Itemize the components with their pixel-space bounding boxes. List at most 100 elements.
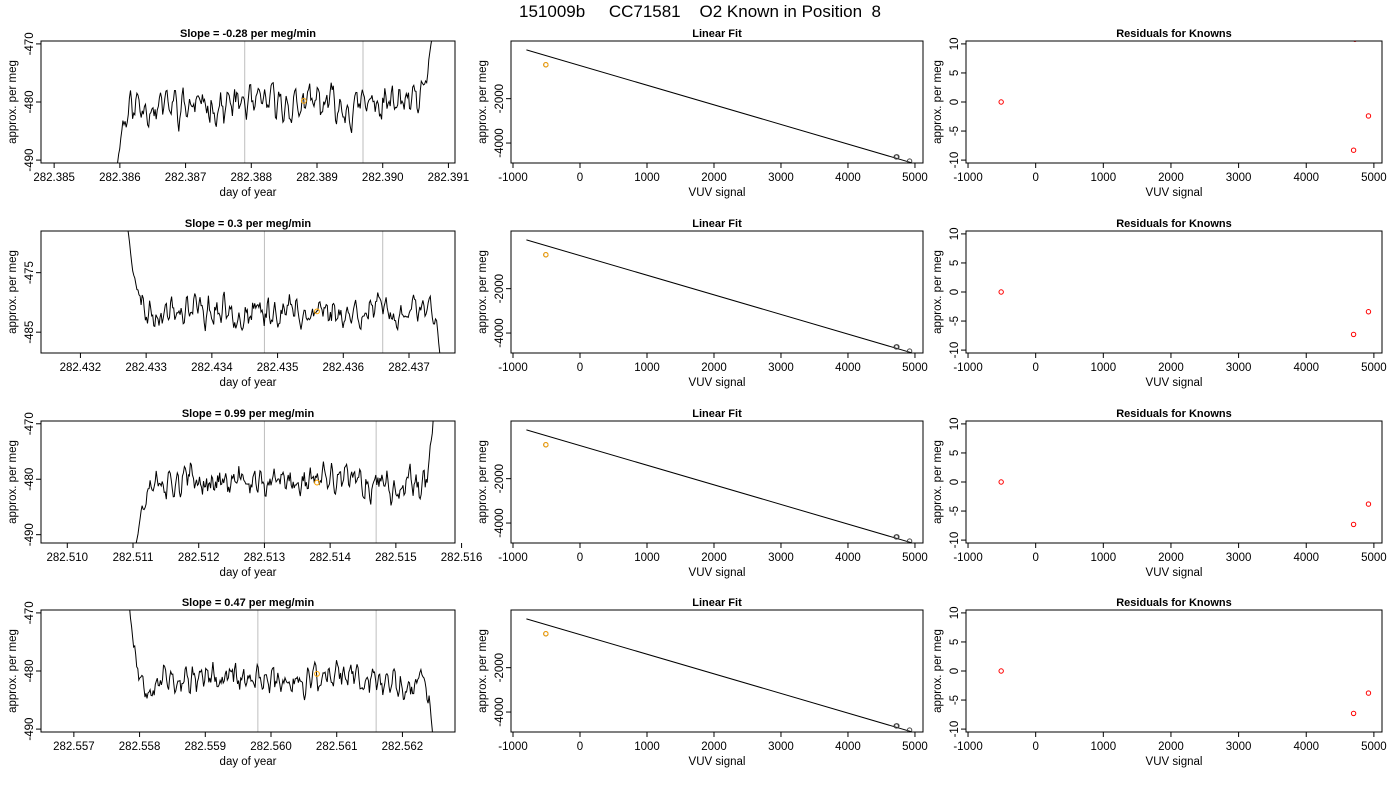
x-tick-label: 4000 bbox=[1293, 172, 1319, 184]
panel-title: Slope = -0.28 per meg/min bbox=[180, 28, 316, 40]
y-tick-label: 10 bbox=[949, 607, 961, 620]
x-tick-label: 5000 bbox=[1361, 172, 1387, 184]
x-tick-label: 2000 bbox=[701, 741, 727, 753]
y-tick-label: -490 bbox=[24, 718, 36, 741]
x-tick-label: 0 bbox=[577, 362, 583, 374]
marker-point bbox=[314, 308, 320, 315]
series-line bbox=[135, 421, 434, 543]
x-tick-label: 3000 bbox=[768, 172, 794, 184]
y-axis-label: approx. per meg bbox=[932, 60, 944, 144]
x-tick-label: 5000 bbox=[1361, 552, 1387, 564]
x-tick-label: 0 bbox=[1032, 552, 1038, 564]
panel-residuals-2: Residuals for Knowns -1000 0 1000 2000 3000 40… bbox=[932, 218, 1387, 389]
highlight-point bbox=[543, 62, 549, 68]
x-tick-label: -1000 bbox=[953, 741, 982, 753]
x-tick-label: 4000 bbox=[835, 552, 861, 564]
series-line bbox=[127, 231, 441, 353]
x-tick-label: 282.391 bbox=[428, 172, 470, 184]
x-tick-label: 282.514 bbox=[309, 552, 351, 564]
x-tick-label: 0 bbox=[577, 172, 583, 184]
x-tick-label: 2000 bbox=[701, 362, 727, 374]
y-tick-label: 0 bbox=[949, 668, 961, 674]
residual-point bbox=[1350, 710, 1357, 717]
y-axis-label: approx. per meg bbox=[932, 250, 944, 334]
highlight-point bbox=[543, 631, 549, 637]
x-tick-label: 282.558 bbox=[119, 741, 161, 753]
y-tick-label: -470 bbox=[24, 32, 36, 55]
panel-title: Residuals for Knowns bbox=[1116, 597, 1232, 609]
residual-point bbox=[1350, 147, 1357, 153]
residual-point bbox=[1365, 690, 1372, 696]
x-tick-label: 282.560 bbox=[250, 741, 292, 753]
x-tick-label: 282.385 bbox=[33, 172, 75, 184]
y-axis-label: approx. per meg bbox=[477, 250, 489, 334]
x-tick-label: -1000 bbox=[953, 552, 982, 564]
fit-line bbox=[526, 618, 912, 732]
x-tick-label: 282.513 bbox=[244, 552, 286, 564]
x-tick-label: -1000 bbox=[953, 362, 982, 374]
y-tick-label: -2000 bbox=[494, 464, 506, 493]
x-axis-label: VUV signal bbox=[689, 567, 746, 579]
y-tick-label: -490 bbox=[24, 149, 36, 172]
plot-frame bbox=[965, 230, 1383, 354]
x-tick-label: -1000 bbox=[498, 741, 527, 753]
x-tick-label: -1000 bbox=[498, 552, 527, 564]
x-tick-label: 0 bbox=[577, 552, 583, 564]
plot-area bbox=[127, 231, 441, 353]
residual-point bbox=[998, 668, 1004, 674]
x-tick-label: 5000 bbox=[902, 362, 928, 374]
x-tick-label: 0 bbox=[1032, 741, 1038, 753]
residual-point bbox=[1365, 309, 1372, 315]
x-axis-label: VUV signal bbox=[689, 187, 746, 199]
x-tick-label: 1000 bbox=[1091, 552, 1117, 564]
panel-title: Residuals for Knowns bbox=[1116, 218, 1232, 230]
y-axis-label: approx. per meg bbox=[477, 440, 489, 524]
panel-title: Linear Fit bbox=[692, 218, 742, 230]
data-point bbox=[906, 348, 913, 353]
figure-title: 151009b CC71581 O2 Known in Position 8 bbox=[519, 2, 881, 21]
plot-area bbox=[998, 668, 1372, 717]
plot-frame bbox=[510, 40, 924, 164]
x-axis-label: VUV signal bbox=[1146, 377, 1203, 389]
x-tick-label: 282.390 bbox=[362, 172, 404, 184]
panel-residuals-3: Residuals for Knowns -1000 0 1000 2000 3000 40… bbox=[932, 408, 1387, 579]
x-tick-label: 0 bbox=[577, 741, 583, 753]
panel-title: Residuals for Knowns bbox=[1116, 28, 1232, 40]
residual-point bbox=[998, 99, 1004, 105]
fit-line bbox=[526, 429, 912, 543]
series-line bbox=[116, 41, 433, 163]
panel-timeseries-2: Slope = 0.3 per meg/min 282.432 282.433 282… bbox=[7, 218, 456, 389]
x-tick-label: 282.437 bbox=[388, 362, 430, 374]
panel-residuals-4: Residuals for Knowns -1000 0 1000 2000 3000 40… bbox=[932, 597, 1387, 768]
x-tick-label: 1000 bbox=[634, 172, 660, 184]
x-tick-label: 2000 bbox=[1158, 172, 1184, 184]
x-tick-label: 2000 bbox=[701, 172, 727, 184]
y-axis-label: approx. per meg bbox=[477, 60, 489, 144]
x-tick-label: 2000 bbox=[1158, 741, 1184, 753]
y-tick-label: -4000 bbox=[494, 318, 506, 347]
fit-line bbox=[526, 49, 912, 163]
panel-title: Linear Fit bbox=[692, 597, 742, 609]
x-tick-label: 1000 bbox=[634, 362, 660, 374]
y-axis-label: approx. per meg bbox=[932, 440, 944, 524]
plot-frame bbox=[965, 420, 1383, 544]
x-tick-label: -1000 bbox=[498, 362, 527, 374]
plot-area bbox=[998, 479, 1372, 528]
x-tick-label: 2000 bbox=[701, 552, 727, 564]
x-axis-label: VUV signal bbox=[1146, 756, 1203, 768]
x-tick-label: 3000 bbox=[768, 741, 794, 753]
y-tick-label: -10 bbox=[949, 342, 961, 359]
highlight-point bbox=[543, 252, 549, 258]
data-point bbox=[893, 344, 899, 350]
plot-frame bbox=[965, 40, 1383, 164]
y-tick-label: -5 bbox=[949, 506, 961, 516]
x-tick-label: 3000 bbox=[768, 362, 794, 374]
x-tick-label: 282.557 bbox=[53, 741, 95, 753]
y-tick-label: 10 bbox=[949, 228, 961, 241]
y-tick-label: 5 bbox=[949, 260, 961, 266]
y-tick-label: -470 bbox=[24, 412, 36, 435]
x-axis-label: day of year bbox=[220, 567, 277, 579]
panel-title: Linear Fit bbox=[692, 408, 742, 420]
x-tick-label: 282.510 bbox=[46, 552, 88, 564]
plot-frame bbox=[510, 420, 924, 544]
